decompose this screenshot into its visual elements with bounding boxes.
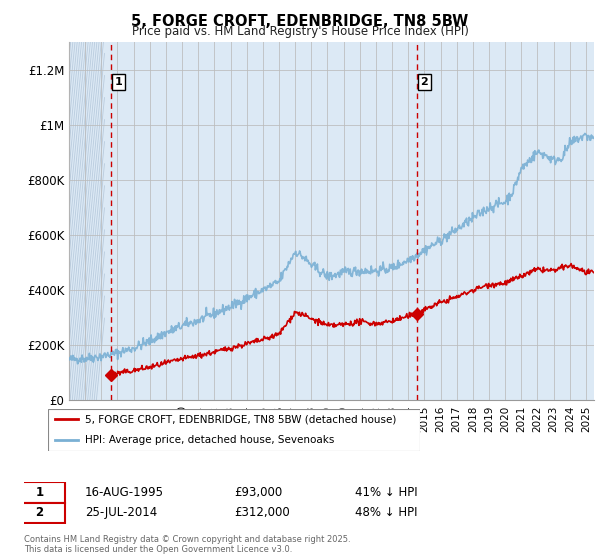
Text: 16-AUG-1995: 16-AUG-1995 (85, 486, 164, 499)
Text: 2: 2 (421, 77, 428, 87)
Text: £312,000: £312,000 (234, 506, 290, 519)
Text: 48% ↓ HPI: 48% ↓ HPI (355, 506, 418, 519)
Text: 41% ↓ HPI: 41% ↓ HPI (355, 486, 418, 499)
Text: 5, FORGE CROFT, EDENBRIDGE, TN8 5BW: 5, FORGE CROFT, EDENBRIDGE, TN8 5BW (131, 14, 469, 29)
Text: Contains HM Land Registry data © Crown copyright and database right 2025.
This d: Contains HM Land Registry data © Crown c… (24, 535, 350, 554)
Text: HPI: Average price, detached house, Sevenoaks: HPI: Average price, detached house, Seve… (85, 435, 335, 445)
Text: 1: 1 (35, 486, 44, 499)
Text: 5, FORGE CROFT, EDENBRIDGE, TN8 5BW (detached house): 5, FORGE CROFT, EDENBRIDGE, TN8 5BW (det… (85, 414, 397, 424)
FancyBboxPatch shape (13, 482, 65, 503)
Text: 2: 2 (35, 506, 44, 519)
Text: Price paid vs. HM Land Registry's House Price Index (HPI): Price paid vs. HM Land Registry's House … (131, 25, 469, 38)
Text: 25-JUL-2014: 25-JUL-2014 (85, 506, 157, 519)
Text: 1: 1 (115, 77, 122, 87)
Bar (69, 42, 93, 400)
Text: £93,000: £93,000 (234, 486, 282, 499)
FancyBboxPatch shape (13, 503, 65, 523)
